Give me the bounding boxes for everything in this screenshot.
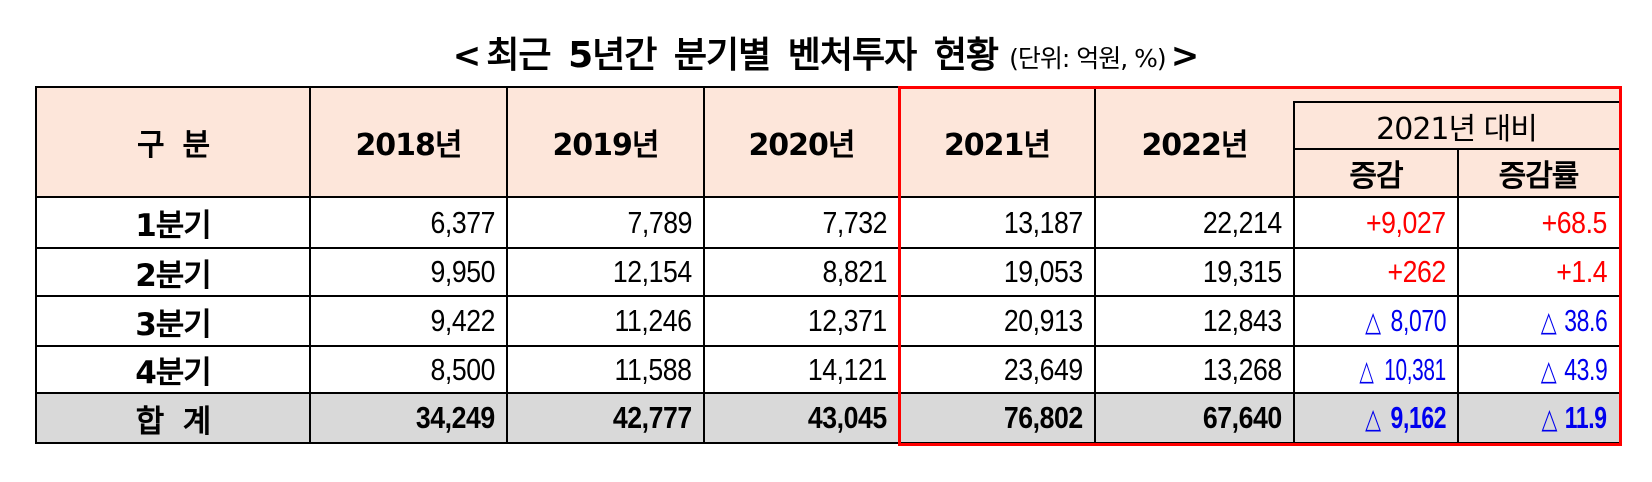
col-divider bbox=[1094, 86, 1096, 444]
total-change-rate: △ 11.9 bbox=[1458, 393, 1619, 443]
cell-2022: 12,843 bbox=[1203, 303, 1282, 338]
cell-2019: 11,246 bbox=[615, 303, 692, 338]
header-category: 구 분 bbox=[36, 87, 310, 197]
border-bottom bbox=[35, 442, 1620, 444]
cell-2018: 8,500 bbox=[430, 351, 495, 387]
total-change: △ 9,162 bbox=[1294, 393, 1458, 443]
decrease-triangle-icon: △ bbox=[1365, 403, 1381, 434]
cell-change: △ 8,070 bbox=[1365, 303, 1446, 338]
title-main: 최근 5년간 분기별 벤처투자 현황 bbox=[486, 35, 999, 76]
col-divider bbox=[1293, 101, 1295, 444]
header-comparison-group: 2021년 대비 bbox=[1294, 102, 1619, 149]
comparison-mid-line bbox=[1293, 148, 1619, 150]
border-top bbox=[35, 86, 1620, 88]
title-unit: (단위: 억원, %) bbox=[1009, 44, 1167, 73]
comparison-top-line bbox=[1293, 101, 1619, 103]
total-2022: 67,640 bbox=[1095, 393, 1294, 443]
cell-2020: 14,121 bbox=[808, 351, 887, 387]
cell-2021: 23,649 bbox=[1004, 351, 1083, 387]
cell-2019: 7,789 bbox=[627, 204, 692, 240]
cell-2018: 6,377 bbox=[430, 204, 495, 240]
row-label: 4분기 bbox=[135, 355, 212, 391]
cell-2022: 13,268 bbox=[1203, 351, 1282, 387]
cell-2021: 19,053 bbox=[1004, 254, 1083, 289]
row-label: 2분기 bbox=[135, 257, 212, 294]
total-2021: 76,802 bbox=[899, 393, 1095, 443]
row-divider bbox=[35, 295, 1620, 297]
total-2020: 43,045 bbox=[704, 393, 899, 443]
col-divider bbox=[309, 86, 311, 444]
cell-2021: 13,187 bbox=[1004, 204, 1083, 240]
cell-2018: 9,422 bbox=[430, 303, 495, 338]
cell-2019: 12,154 bbox=[613, 254, 692, 289]
cell-change-rate: +1.4 bbox=[1556, 254, 1607, 289]
title-open-bracket: < bbox=[452, 36, 482, 76]
header-change: 증감 bbox=[1294, 149, 1458, 197]
table-title: < 최근 5년간 분기별 벤처투자 현황 (단위: 억원, %) > bbox=[0, 26, 1652, 78]
total-2018: 34,249 bbox=[310, 393, 507, 443]
total-2019: 42,777 bbox=[507, 393, 704, 443]
row-label: 1분기 bbox=[135, 208, 212, 244]
row-divider bbox=[35, 345, 1620, 347]
cell-2019: 11,588 bbox=[615, 351, 692, 387]
cell-change-rate: △ 43.9 bbox=[1540, 351, 1607, 387]
cell-2018: 9,950 bbox=[430, 254, 495, 289]
col-divider bbox=[703, 86, 705, 444]
header-year-2018: 2018년 bbox=[310, 87, 507, 197]
header-year-2021: 2021년 bbox=[899, 87, 1095, 197]
cell-2022: 22,214 bbox=[1203, 204, 1282, 240]
title-close-bracket: > bbox=[1170, 36, 1200, 76]
cell-2020: 7,732 bbox=[822, 204, 887, 240]
row-label: 3분기 bbox=[135, 306, 212, 343]
header-year-2019: 2019년 bbox=[507, 87, 704, 197]
decrease-triangle-icon: △ bbox=[1365, 306, 1381, 337]
row-divider bbox=[35, 247, 1620, 249]
cell-2021: 20,913 bbox=[1004, 303, 1083, 338]
cell-change-rate: △ 38.6 bbox=[1540, 303, 1607, 338]
border-left bbox=[35, 86, 37, 444]
header-year-2022: 2022년 bbox=[1095, 87, 1294, 197]
decrease-triangle-icon: △ bbox=[1359, 354, 1374, 386]
cell-change: +9,027 bbox=[1366, 204, 1446, 240]
cell-change: △ 10,381 bbox=[1359, 351, 1446, 387]
cell-2020: 8,821 bbox=[822, 254, 887, 289]
decrease-triangle-icon: △ bbox=[1540, 306, 1556, 337]
decrease-triangle-icon: △ bbox=[1540, 354, 1556, 386]
cell-change: +262 bbox=[1387, 254, 1447, 289]
row-divider bbox=[35, 392, 1620, 394]
total-label: 합 계 bbox=[36, 393, 310, 443]
cell-change-rate: +68.5 bbox=[1541, 204, 1608, 240]
header-change-rate: 증감률 bbox=[1458, 149, 1619, 197]
header-year-2020: 2020년 bbox=[704, 87, 899, 197]
row-divider bbox=[35, 196, 1620, 198]
decrease-triangle-icon: △ bbox=[1541, 403, 1558, 434]
cell-2020: 12,371 bbox=[808, 303, 887, 338]
col-divider bbox=[506, 86, 508, 444]
cell-2022: 19,315 bbox=[1203, 254, 1282, 289]
